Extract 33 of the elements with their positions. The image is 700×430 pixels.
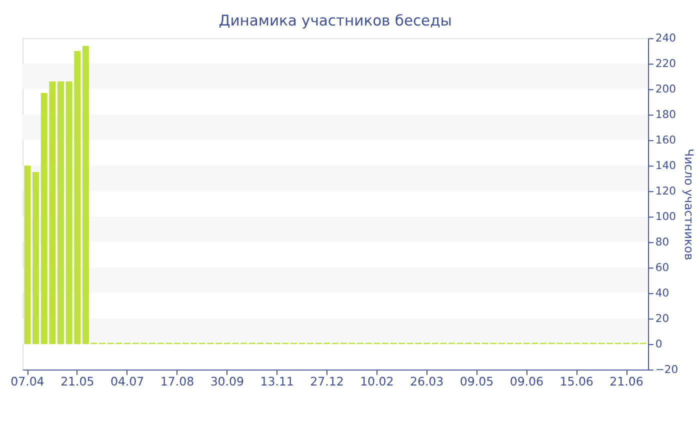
y-tick-label: 100: [655, 210, 676, 224]
x-tick-label: 21.05: [60, 374, 94, 389]
y-tick-label: 0: [655, 338, 662, 351]
y-tick-label: 140: [655, 159, 676, 172]
bar: [32, 172, 40, 344]
y-axis-title: Число участников: [682, 148, 696, 260]
bar: [57, 82, 64, 344]
bar: [24, 166, 31, 344]
x-tick-label: 17.08: [160, 374, 194, 389]
x-tick-label: 04.07: [110, 374, 144, 389]
x-tick-label: 13.11: [260, 374, 294, 389]
x-tick-label: 27.12: [310, 374, 344, 389]
x-tick-label: 21.06: [610, 374, 644, 389]
y-tick-label: 160: [655, 134, 676, 147]
y-tick-label: 200: [655, 82, 676, 96]
bar: [82, 46, 89, 344]
x-tick-label: 26.03: [410, 374, 444, 389]
x-tick-label: 30.09: [210, 374, 244, 389]
x-tick-label: 07.04: [10, 374, 44, 389]
y-tick-label: 40: [655, 286, 670, 300]
y-tick-label: 20: [655, 312, 670, 326]
y-tick-label: 80: [655, 236, 670, 249]
chart-title: Динамика участников беседы: [218, 12, 452, 30]
y-tick-label: −20: [655, 363, 678, 376]
y-tick-label: 60: [655, 261, 670, 274]
y-tick-label: 180: [655, 108, 676, 122]
x-tick-label: 09.05: [460, 374, 494, 389]
y-tick-label: 120: [655, 184, 676, 198]
x-tick-label: 09.06: [510, 374, 544, 389]
x-tick-label: 10.02: [360, 374, 394, 389]
x-tick-label: 15.06: [560, 374, 594, 389]
y-tick-label: 220: [655, 57, 676, 70]
y-tick-label: 240: [655, 32, 676, 45]
